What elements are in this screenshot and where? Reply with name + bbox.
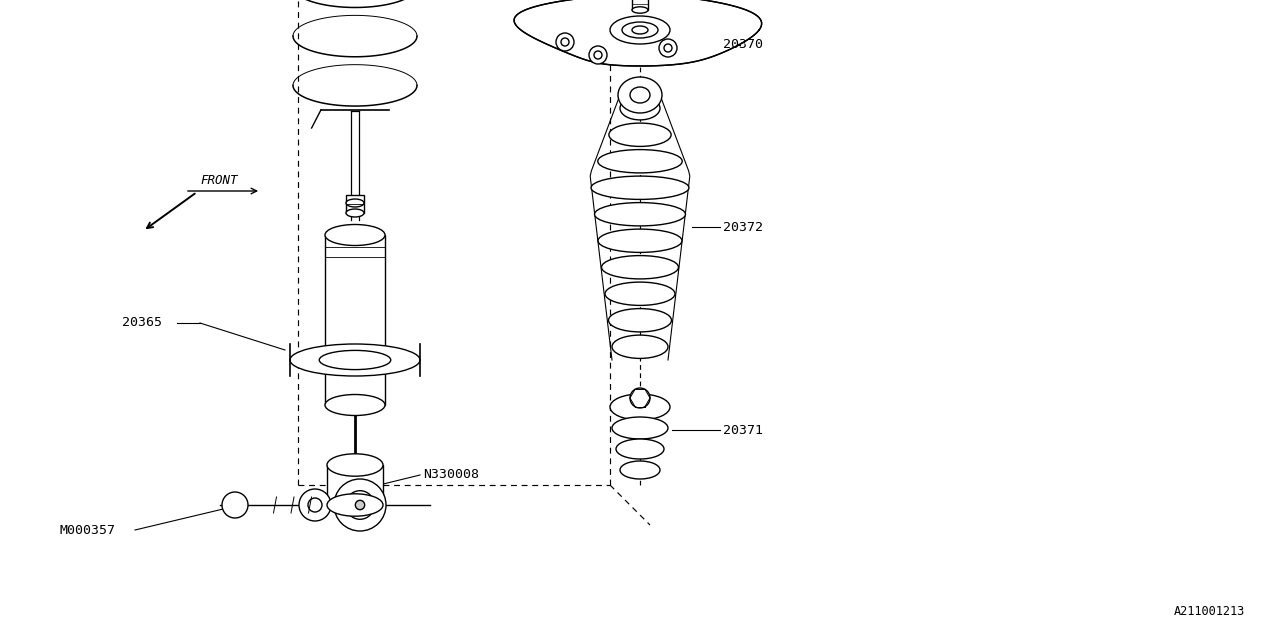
Text: 20365: 20365 [122, 317, 163, 330]
Ellipse shape [605, 282, 675, 305]
Text: 20371: 20371 [723, 424, 763, 436]
Bar [325, 235, 385, 405]
Ellipse shape [346, 491, 374, 519]
Ellipse shape [594, 203, 686, 226]
Ellipse shape [346, 199, 364, 207]
Ellipse shape [659, 39, 677, 57]
Ellipse shape [611, 394, 669, 420]
Text: A211001213: A211001213 [1174, 605, 1245, 618]
Ellipse shape [612, 335, 668, 358]
Ellipse shape [561, 38, 570, 46]
Ellipse shape [632, 26, 648, 34]
Ellipse shape [346, 209, 364, 217]
Text: FRONT: FRONT [200, 174, 238, 187]
Ellipse shape [622, 22, 658, 38]
Ellipse shape [591, 176, 689, 200]
Ellipse shape [326, 494, 383, 516]
Ellipse shape [608, 308, 672, 332]
Ellipse shape [291, 344, 420, 376]
Ellipse shape [598, 229, 682, 252]
Text: 20372: 20372 [723, 221, 763, 234]
Bar [346, 195, 364, 213]
Ellipse shape [632, 7, 648, 13]
Text: N330008: N330008 [422, 468, 479, 481]
Ellipse shape [221, 492, 248, 518]
Ellipse shape [556, 33, 573, 51]
Ellipse shape [630, 87, 650, 103]
Ellipse shape [325, 225, 385, 246]
Ellipse shape [620, 97, 660, 120]
Polygon shape [515, 0, 762, 66]
Ellipse shape [611, 16, 669, 44]
Bar [632, 0, 648, 10]
Ellipse shape [334, 479, 387, 531]
Ellipse shape [326, 454, 383, 476]
Text: M000357: M000357 [60, 524, 116, 536]
Ellipse shape [598, 150, 682, 173]
Ellipse shape [308, 498, 323, 512]
Ellipse shape [300, 489, 332, 521]
Ellipse shape [612, 417, 668, 439]
Ellipse shape [319, 350, 390, 370]
Ellipse shape [618, 77, 662, 113]
Ellipse shape [589, 46, 607, 64]
Ellipse shape [609, 123, 671, 147]
Text: 20370: 20370 [723, 38, 763, 51]
Ellipse shape [356, 500, 365, 509]
Ellipse shape [594, 51, 602, 59]
Ellipse shape [620, 461, 660, 479]
Ellipse shape [630, 388, 650, 408]
Bar [326, 465, 383, 505]
Ellipse shape [664, 44, 672, 52]
Ellipse shape [616, 439, 664, 459]
Ellipse shape [602, 255, 678, 279]
Ellipse shape [325, 394, 385, 415]
